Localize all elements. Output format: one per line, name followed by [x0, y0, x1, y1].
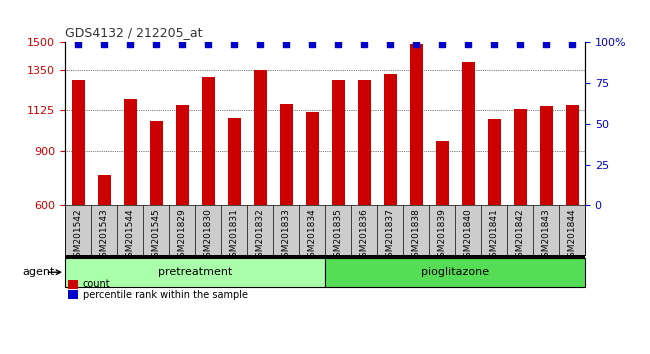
Text: pretreatment: pretreatment: [158, 267, 232, 277]
Point: [437, 41, 447, 47]
Point: [255, 41, 265, 47]
Bar: [254, 70, 266, 205]
Bar: [436, 141, 448, 205]
Bar: [488, 119, 500, 205]
Text: agent: agent: [23, 267, 55, 277]
Point: [307, 41, 317, 47]
Point: [333, 41, 343, 47]
Bar: [98, 175, 111, 205]
Bar: [150, 121, 162, 205]
Point: [177, 41, 187, 47]
Bar: [462, 62, 474, 205]
Bar: [124, 99, 136, 205]
Point: [463, 41, 473, 47]
Bar: [176, 105, 188, 205]
Bar: [202, 77, 214, 205]
Point: [567, 41, 577, 47]
Point: [281, 41, 291, 47]
Point: [411, 41, 421, 47]
Bar: [306, 112, 318, 205]
Text: GDS4132 / 212205_at: GDS4132 / 212205_at: [65, 26, 203, 39]
Point: [541, 41, 551, 47]
Bar: [72, 80, 84, 205]
Point: [125, 41, 135, 47]
Bar: [410, 44, 422, 205]
Point: [73, 41, 83, 47]
Point: [489, 41, 499, 47]
Point: [359, 41, 369, 47]
Text: count: count: [83, 279, 110, 289]
Bar: [332, 80, 344, 205]
Bar: [566, 105, 578, 205]
Point: [203, 41, 213, 47]
Point: [385, 41, 395, 47]
Text: percentile rank within the sample: percentile rank within the sample: [83, 290, 248, 300]
Bar: [358, 80, 370, 205]
Text: pioglitazone: pioglitazone: [421, 267, 489, 277]
Point: [515, 41, 525, 47]
Point: [229, 41, 239, 47]
Bar: [227, 119, 240, 205]
Bar: [540, 106, 552, 205]
Point: [151, 41, 161, 47]
Bar: [514, 109, 526, 205]
Point: [99, 41, 109, 47]
Bar: [384, 74, 396, 205]
Bar: [280, 104, 292, 205]
